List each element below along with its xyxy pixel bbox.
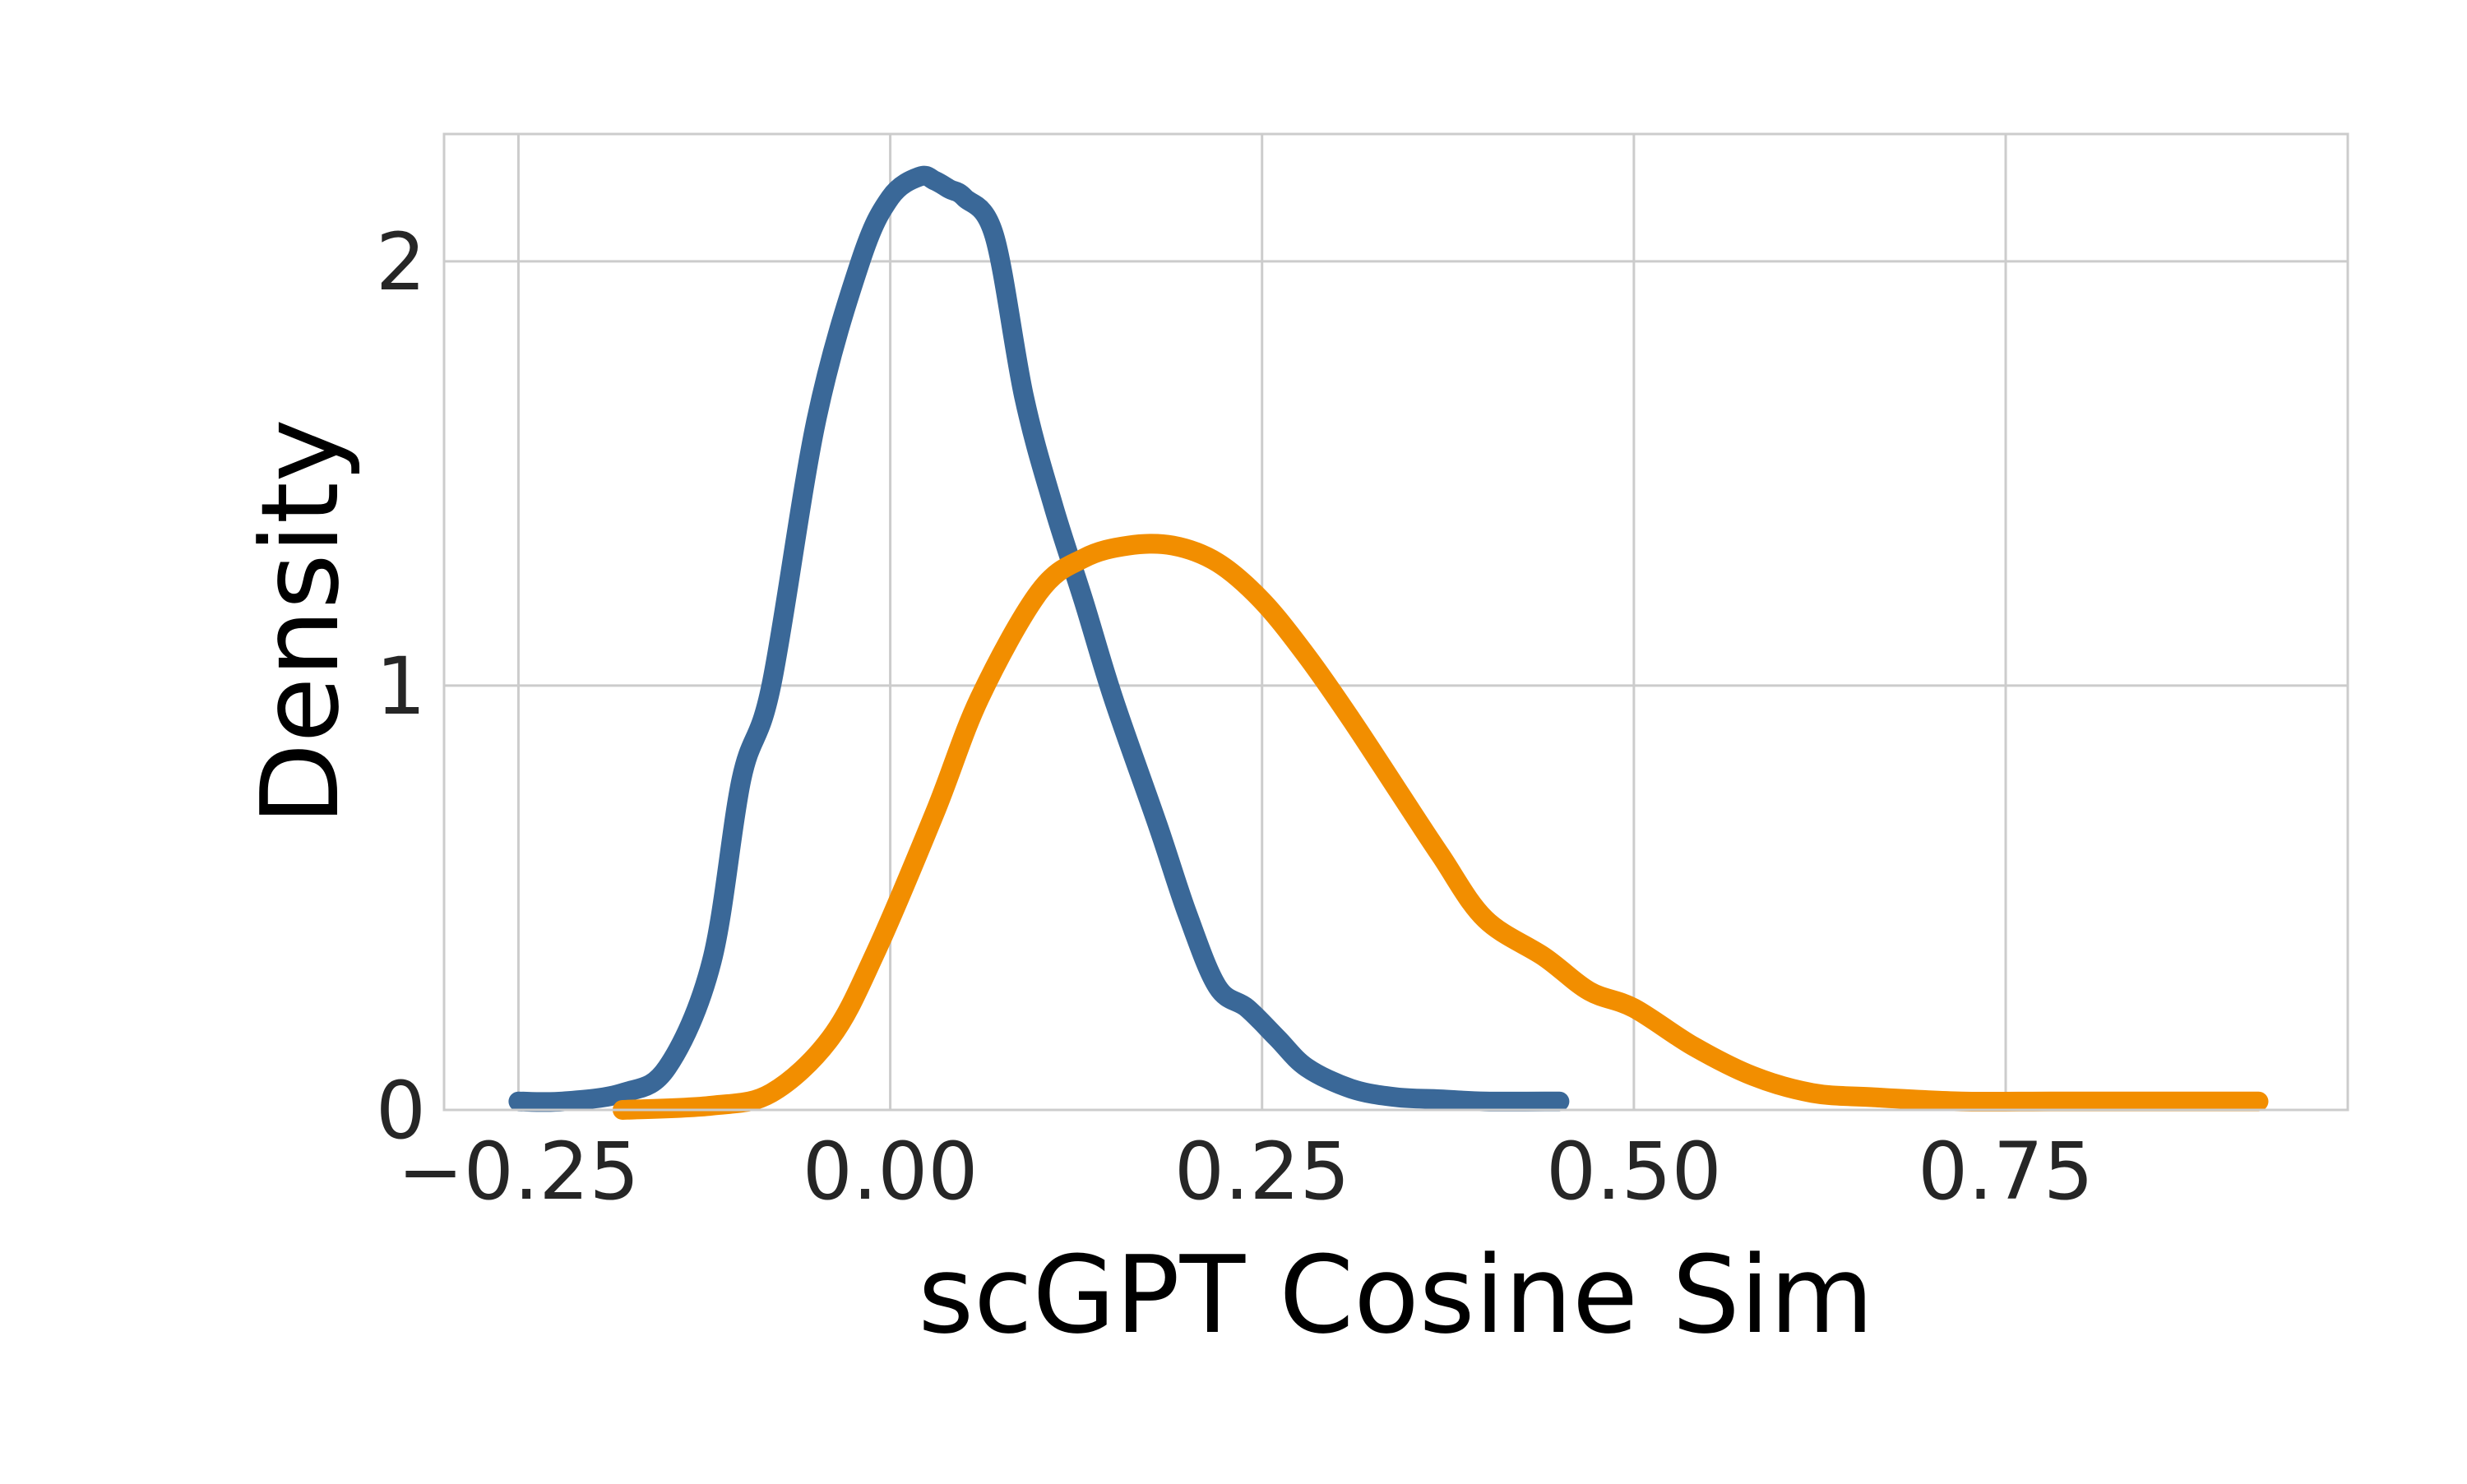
plot-frame [442,132,2349,1112]
x-tick-label: −0.25 [397,1126,639,1218]
density-curve-orange [613,534,2269,1120]
x-tick-label: 0.25 [1174,1126,1350,1218]
y-axis-title: Density [238,418,363,825]
y-tick-label: 1 [376,640,426,733]
grid-layer [444,134,2348,1112]
x-tick-label: 0.75 [1918,1126,2094,1218]
y-tick-label: 0 [376,1065,426,1157]
y-tick-label: 2 [376,216,426,308]
tick-layer: −0.25 0.00 0.25 0.50 0.75 0 1 2 [376,216,2094,1218]
x-tick-label: 0.00 [803,1126,979,1218]
series-layer [508,165,2269,1120]
density-curve-blue [508,165,1570,1112]
x-tick-label: 0.50 [1546,1126,1722,1218]
x-axis-title: scGPT Cosine Sim [918,1232,1873,1357]
